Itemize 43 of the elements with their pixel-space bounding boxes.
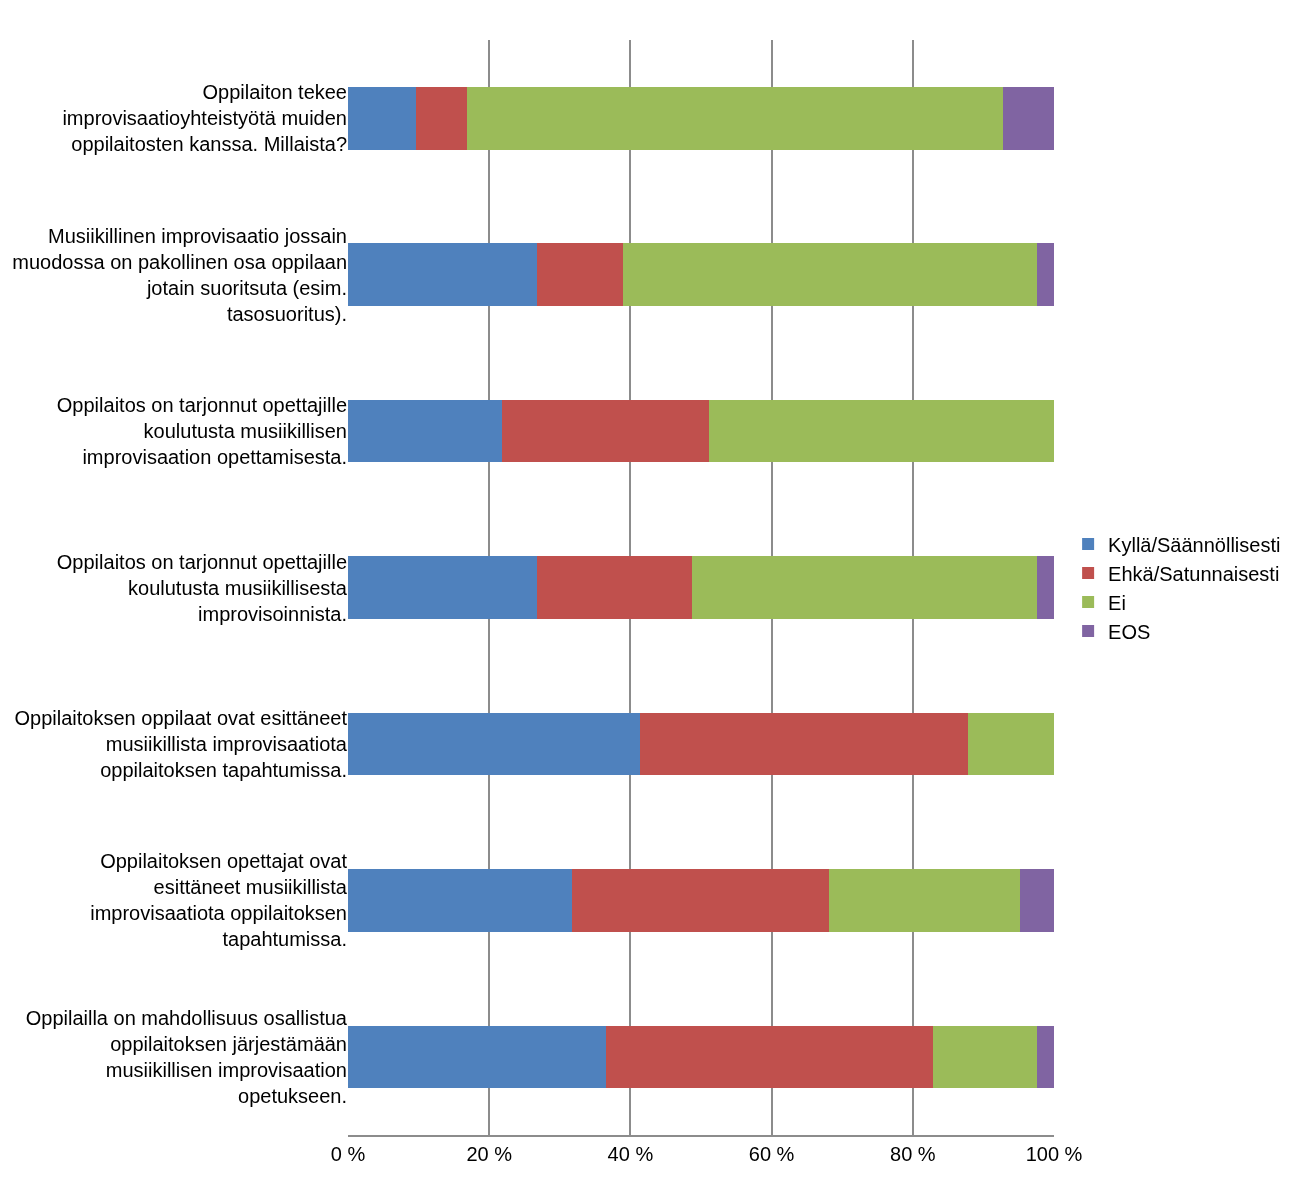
legend-label: Ei <box>1108 591 1126 614</box>
y-tick-label: Oppilaitos on tarjonnut opettajille koulutusta musiikillisesta improvisoinnista. <box>56 550 348 625</box>
x-tick-label: 60 % <box>748 1143 795 1165</box>
bar <box>348 399 502 463</box>
x-tick-label: 100 % <box>1025 1143 1083 1165</box>
bar <box>1037 243 1054 306</box>
y-tick-label: Oppilailla on mahdollisuus osallistua oppilaitoksen järjestämään musiikillisen improvisaation opetukseen. <box>25 1006 348 1107</box>
bar <box>348 869 572 932</box>
y-tick-label: Oppilaitoksen oppilaat ovat esittäneet musiikillista improvisaatiota oppilaitoksen tapahtumissa. <box>14 706 348 781</box>
bar <box>415 86 468 150</box>
bar <box>708 399 1054 463</box>
x-tick-label: 80 % <box>890 1143 936 1165</box>
legend-label: EOS <box>1108 620 1151 643</box>
x-tick-label: 40 % <box>607 1143 654 1165</box>
bar <box>536 243 623 306</box>
bar <box>348 556 538 619</box>
y-tick-label: Musiikillinen improvisaatio jossain muodossa on pakollinen osa oppilaan jotain suoritsuta (esim. tasosuoritus). <box>12 224 347 325</box>
bar <box>348 86 416 150</box>
bar <box>967 712 1054 776</box>
bar <box>501 399 709 463</box>
bar <box>691 556 1038 619</box>
bar <box>1003 86 1054 150</box>
bar <box>537 556 692 619</box>
bar <box>348 712 641 776</box>
y-tick-label: Oppilaiton tekee improvisaatioyhteistyötä muiden oppilaitosten kanssa. Millaista? <box>62 81 347 156</box>
bar <box>571 869 830 932</box>
y-tick-label: Oppilaitos on tarjonnut opettajille koulutusta musiikillisen improvisaation opettamisesta. <box>56 394 347 469</box>
bar <box>1037 1025 1054 1089</box>
x-tick-label: 0 % <box>330 1143 366 1165</box>
y-tick-label: Oppilaitoksen opettajat ovat esittäneet musiikillista improvisaatiota oppilaitoksen tapahtumissa. <box>90 850 348 951</box>
bar <box>467 86 1004 150</box>
bar <box>1037 556 1054 619</box>
bar <box>829 869 1021 932</box>
bar <box>640 712 968 776</box>
bar <box>932 1025 1038 1089</box>
bar <box>622 243 1038 306</box>
x-tick-label: 20 % <box>466 1143 513 1165</box>
legend-label: Ehkä/Satunnaisesti <box>1108 562 1280 585</box>
legend-label: Kyllä/Säännöllisesti <box>1108 533 1281 556</box>
bar <box>1020 869 1054 932</box>
bar <box>605 1025 933 1089</box>
bar <box>348 243 537 306</box>
bar <box>348 1025 606 1089</box>
